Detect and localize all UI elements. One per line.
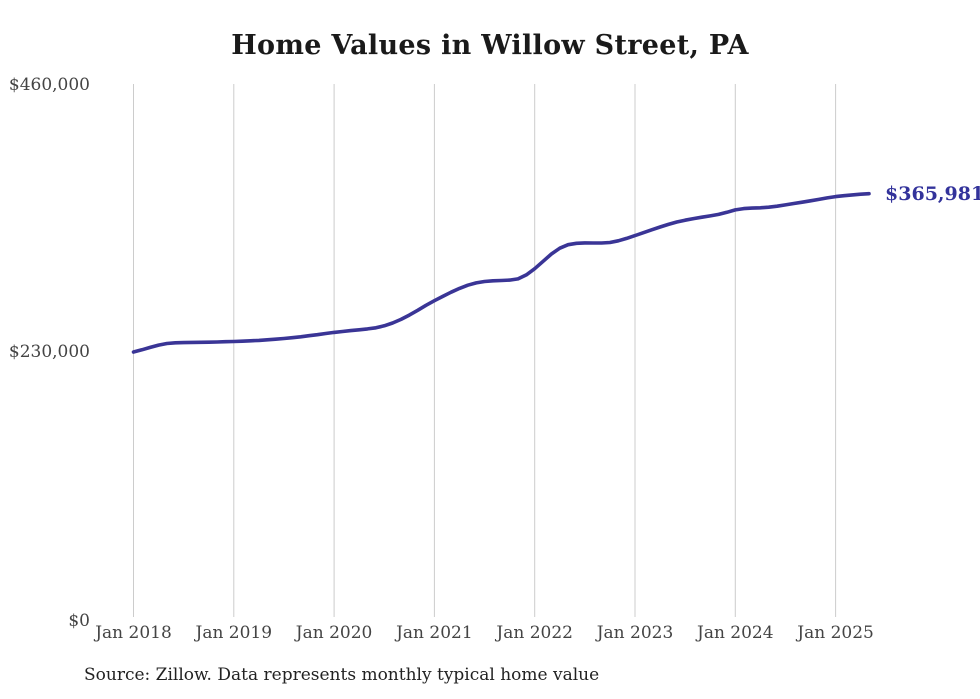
x-axis-tick-jan-2018: Jan 2018 bbox=[95, 623, 172, 643]
latest-value-label: $365,981 bbox=[885, 182, 980, 205]
x-axis-tick-jan-2022: Jan 2022 bbox=[496, 623, 573, 643]
source-note: Source: Zillow. Data represents monthly … bbox=[84, 665, 600, 685]
y-axis-tick-0: $0 bbox=[68, 611, 90, 631]
x-axis-tick-jan-2023: Jan 2023 bbox=[596, 623, 674, 643]
y-axis-tick-230000: $230,000 bbox=[8, 342, 90, 362]
chart-title: Home Values in Willow Street, PA bbox=[231, 30, 749, 61]
x-axis-tick-jan-2019: Jan 2019 bbox=[195, 623, 273, 643]
x-axis-tick-jan-2024: Jan 2024 bbox=[697, 623, 774, 643]
x-axis-tick-jan-2020: Jan 2020 bbox=[295, 623, 373, 643]
x-axis-tick-jan-2021: Jan 2021 bbox=[396, 623, 473, 643]
x-axis-tick-jan-2025: Jan 2025 bbox=[797, 623, 874, 643]
y-axis-tick-460000: $460,000 bbox=[8, 75, 90, 95]
home-value-line bbox=[131, 191, 871, 354]
